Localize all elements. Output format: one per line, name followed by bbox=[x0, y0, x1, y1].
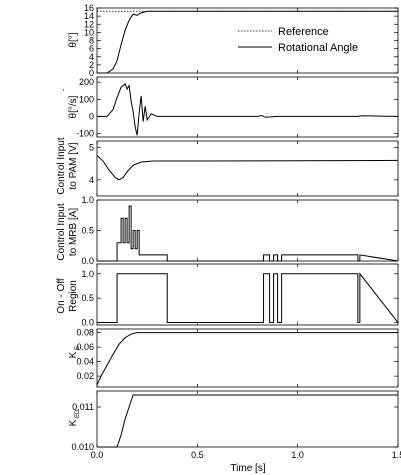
y-tick-label: 0.04 bbox=[76, 357, 94, 367]
ylabel-theta: θ[°] bbox=[68, 32, 79, 47]
y-tick-label: 0.0 bbox=[81, 318, 94, 328]
y-tick-label: 4 bbox=[89, 52, 94, 62]
legend-label-reference: Reference bbox=[278, 26, 329, 38]
ylabel-mrb-line2: to MRB [A] bbox=[68, 208, 79, 257]
panel-6: 0.02 0.04 0.06 0.08 bbox=[76, 328, 399, 388]
y-tick-label: 0.0 bbox=[81, 256, 94, 266]
y-tick-label: 100 bbox=[79, 94, 94, 104]
ylabel-ked-main: K bbox=[68, 419, 79, 426]
y-tick-label: -100 bbox=[76, 129, 94, 139]
series-line-p4 bbox=[97, 205, 399, 262]
xlabel: Time [s] bbox=[230, 463, 265, 474]
panel-frame bbox=[96, 140, 399, 197]
ylabel-onoff-line2: Region bbox=[68, 280, 79, 312]
series-line-p3 bbox=[96, 155, 399, 181]
y-tick-label: 200 bbox=[79, 77, 94, 87]
legend: Reference Rotational Angle bbox=[238, 26, 358, 54]
ylabel-ke-main: K bbox=[68, 351, 79, 358]
y-tick-label: 2 bbox=[89, 60, 94, 70]
ylabel-thetadot: θ[°/s] bbox=[68, 95, 79, 118]
y-tick-label: 0.02 bbox=[76, 371, 94, 381]
panel-frame bbox=[96, 76, 399, 138]
y-tick-label: 0.06 bbox=[76, 342, 94, 352]
panel-frame bbox=[96, 390, 399, 448]
y-tick-label: 0 bbox=[89, 111, 94, 121]
y-tick-label: 12 bbox=[84, 19, 94, 29]
ylabel-ke: K E bbox=[68, 346, 81, 358]
panel-frame bbox=[96, 7, 399, 74]
y-tick-label: 0 bbox=[89, 68, 94, 78]
panel-2: -100 0 100 200 bbox=[76, 76, 399, 139]
panel-3: 45 bbox=[89, 140, 399, 197]
x-tick-label: 0.0 bbox=[91, 450, 104, 460]
series-line-p7 bbox=[97, 394, 398, 448]
panel-frame bbox=[96, 199, 399, 262]
ylabel-pam-line1: Control Input bbox=[56, 137, 67, 194]
y-tick-label: 0.010 bbox=[71, 442, 94, 452]
y-tick-label: 0.5 bbox=[81, 293, 94, 303]
y-tick-label: 14 bbox=[84, 11, 94, 21]
ylabel-ke-sub: E bbox=[75, 346, 81, 350]
y-tick-label: 0.5 bbox=[81, 226, 94, 236]
panel-frame bbox=[96, 263, 399, 326]
series-line-p2 bbox=[97, 83, 399, 136]
y-tick-label: 1.0 bbox=[81, 195, 94, 205]
legend-label-rotational: Rotational Angle bbox=[278, 42, 358, 54]
y-tick-label: 6 bbox=[89, 44, 94, 54]
panel-frame bbox=[96, 328, 399, 388]
ylabel-onoff-line1: On - Off bbox=[56, 278, 67, 314]
y-tick-label: 16 bbox=[84, 3, 94, 13]
panels: 0246810121416-1000100200450.00.51.00.00.… bbox=[71, 3, 401, 460]
ylabel-thetadot-dot: · bbox=[58, 88, 69, 91]
y-tick-label: 0.08 bbox=[76, 328, 94, 338]
series-line-p5 bbox=[97, 272, 399, 324]
x-tick-label: 1.0 bbox=[291, 450, 304, 460]
ylabel-mrb-line1: Control Input bbox=[56, 203, 67, 260]
ylabel-ked-sub: ED bbox=[75, 409, 81, 418]
series-line-p6 bbox=[96, 332, 398, 386]
series-line-rotational-angle bbox=[97, 10, 398, 74]
x-tick-label: 1.5 bbox=[392, 450, 401, 460]
y-tick-label: 1.0 bbox=[81, 269, 94, 279]
panel-5: 0.0 0.5 1.0 bbox=[81, 263, 399, 328]
y-tick-label: 4 bbox=[89, 175, 94, 185]
y-tick-label: 5 bbox=[89, 142, 94, 152]
panel-4: 0.0 0.5 1.0 bbox=[81, 195, 399, 266]
y-tick-label: 8 bbox=[89, 36, 94, 46]
x-tick-label: 0.5 bbox=[191, 450, 204, 460]
panel-7: 0.010 0.011 bbox=[71, 390, 399, 452]
ylabel-pam-line2: to PAM [V] bbox=[68, 142, 79, 189]
ylabel-ked: K ED bbox=[68, 409, 81, 426]
y-tick-label: 0.011 bbox=[72, 402, 94, 412]
y-tick-label: 10 bbox=[84, 27, 94, 37]
